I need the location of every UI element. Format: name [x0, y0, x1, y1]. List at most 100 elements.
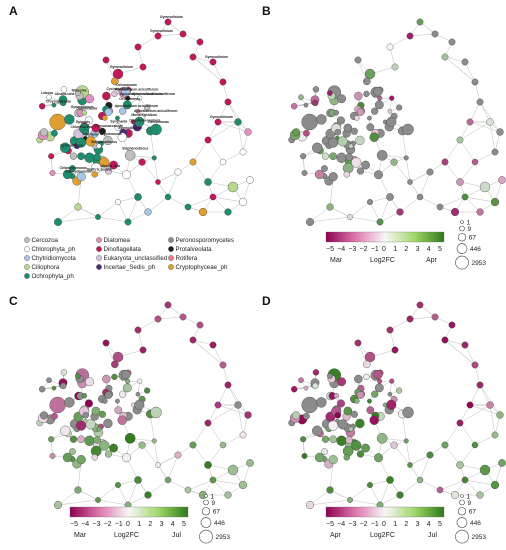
network-node	[348, 143, 354, 149]
network-edge	[57, 206, 79, 223]
network-node	[209, 476, 217, 484]
network-edge	[153, 157, 159, 183]
network-edge	[444, 161, 461, 183]
network-node	[102, 56, 110, 64]
network-node	[321, 448, 328, 455]
network-node	[74, 203, 82, 211]
network-node	[390, 441, 398, 449]
size-legend-circle	[203, 499, 209, 506]
network-node	[407, 462, 413, 468]
network-node	[374, 170, 383, 180]
network-edge	[474, 434, 496, 446]
network-node	[333, 393, 340, 399]
network-node	[366, 406, 375, 414]
network-node	[84, 152, 95, 163]
network-node	[98, 127, 106, 135]
network-node	[337, 419, 348, 430]
network-node	[49, 170, 56, 176]
network-node	[498, 459, 506, 467]
network-node	[138, 158, 146, 166]
network-edge	[150, 130, 155, 158]
network-node	[386, 116, 397, 127]
network-node	[343, 123, 353, 133]
network-edge	[137, 35, 159, 48]
network-node	[95, 214, 101, 220]
network-node	[224, 208, 232, 216]
network-node	[306, 501, 314, 509]
size-legend-label: 67	[469, 235, 477, 242]
network-edge	[187, 479, 214, 491]
network-node	[498, 176, 506, 184]
size-legend-label: 9	[468, 500, 472, 507]
size-legend-circle	[456, 243, 468, 254]
taxa-label: Cercozoa	[32, 237, 59, 244]
network-edge	[409, 171, 431, 183]
network-node	[103, 135, 113, 146]
network-node	[426, 168, 434, 176]
network-edge	[217, 121, 249, 133]
network-edge	[127, 494, 149, 506]
network-panel-a: Gymnodinium Gymnodinium Gymnodinium Gymnodi…	[36, 15, 254, 226]
network-edge	[459, 161, 476, 183]
network-edge	[117, 484, 129, 506]
network-node	[496, 128, 504, 136]
network-node	[39, 411, 49, 420]
taxa-swatch	[24, 273, 30, 279]
network-edge	[349, 216, 381, 223]
colorbar-tick-label: −2	[360, 246, 368, 253]
node-label: Stephanodiscus	[122, 146, 148, 150]
network-edge	[402, 413, 407, 441]
network-node	[234, 401, 242, 409]
network-node	[343, 171, 350, 178]
network-node	[54, 501, 62, 509]
network-node	[204, 461, 212, 469]
network-node	[416, 193, 424, 201]
colorbar-tick-label: −3	[348, 521, 356, 528]
network-node	[189, 53, 197, 61]
network-node	[184, 203, 192, 211]
network-node	[356, 108, 365, 116]
network-node	[363, 90, 370, 98]
network-edge	[399, 479, 421, 496]
size-legend-label: 1	[211, 493, 215, 500]
network-node	[391, 63, 399, 71]
network-node	[134, 326, 142, 334]
network-edge	[459, 404, 471, 424]
taxa-label: Chytridiomycota	[32, 255, 77, 262]
network-edge	[227, 101, 249, 133]
network-edge	[127, 479, 139, 506]
network-node	[219, 441, 227, 449]
network-node	[301, 113, 318, 131]
network-edge	[153, 440, 159, 466]
taxa-label: Chlorophyta_ph	[32, 246, 76, 253]
network-node	[311, 99, 319, 107]
colorbar-right-label: Jul	[428, 532, 437, 539]
node-label: Ochromonas	[119, 97, 140, 101]
network-node	[441, 53, 449, 61]
network-node	[476, 208, 484, 216]
network-node	[204, 178, 212, 186]
colorbar-tick-label: 1	[393, 246, 397, 253]
network-node	[354, 115, 360, 121]
size-legend-circle	[460, 494, 464, 498]
node-label: Stephanodiscus	[91, 140, 117, 144]
network-node	[356, 450, 365, 458]
network-node	[290, 103, 298, 110]
network-node	[355, 135, 365, 146]
network-node	[151, 155, 157, 161]
network-node	[198, 207, 208, 217]
colorbar-tick-label: 4	[427, 521, 431, 528]
taxa-swatch	[168, 237, 174, 243]
network-edge	[187, 196, 214, 208]
network-edge	[137, 46, 144, 68]
node-label: Apocalathium aciculiferum	[132, 92, 175, 96]
node-label: Apocalathium aciculiferum	[115, 87, 158, 91]
network-node	[122, 170, 131, 180]
network-node	[164, 301, 172, 309]
network-node	[84, 399, 93, 408]
network-node	[60, 425, 71, 436]
network-node	[114, 406, 123, 414]
node-label: Lobosa	[41, 91, 53, 95]
network-node	[376, 218, 384, 226]
colorbar-tick-label: −5	[326, 521, 334, 528]
